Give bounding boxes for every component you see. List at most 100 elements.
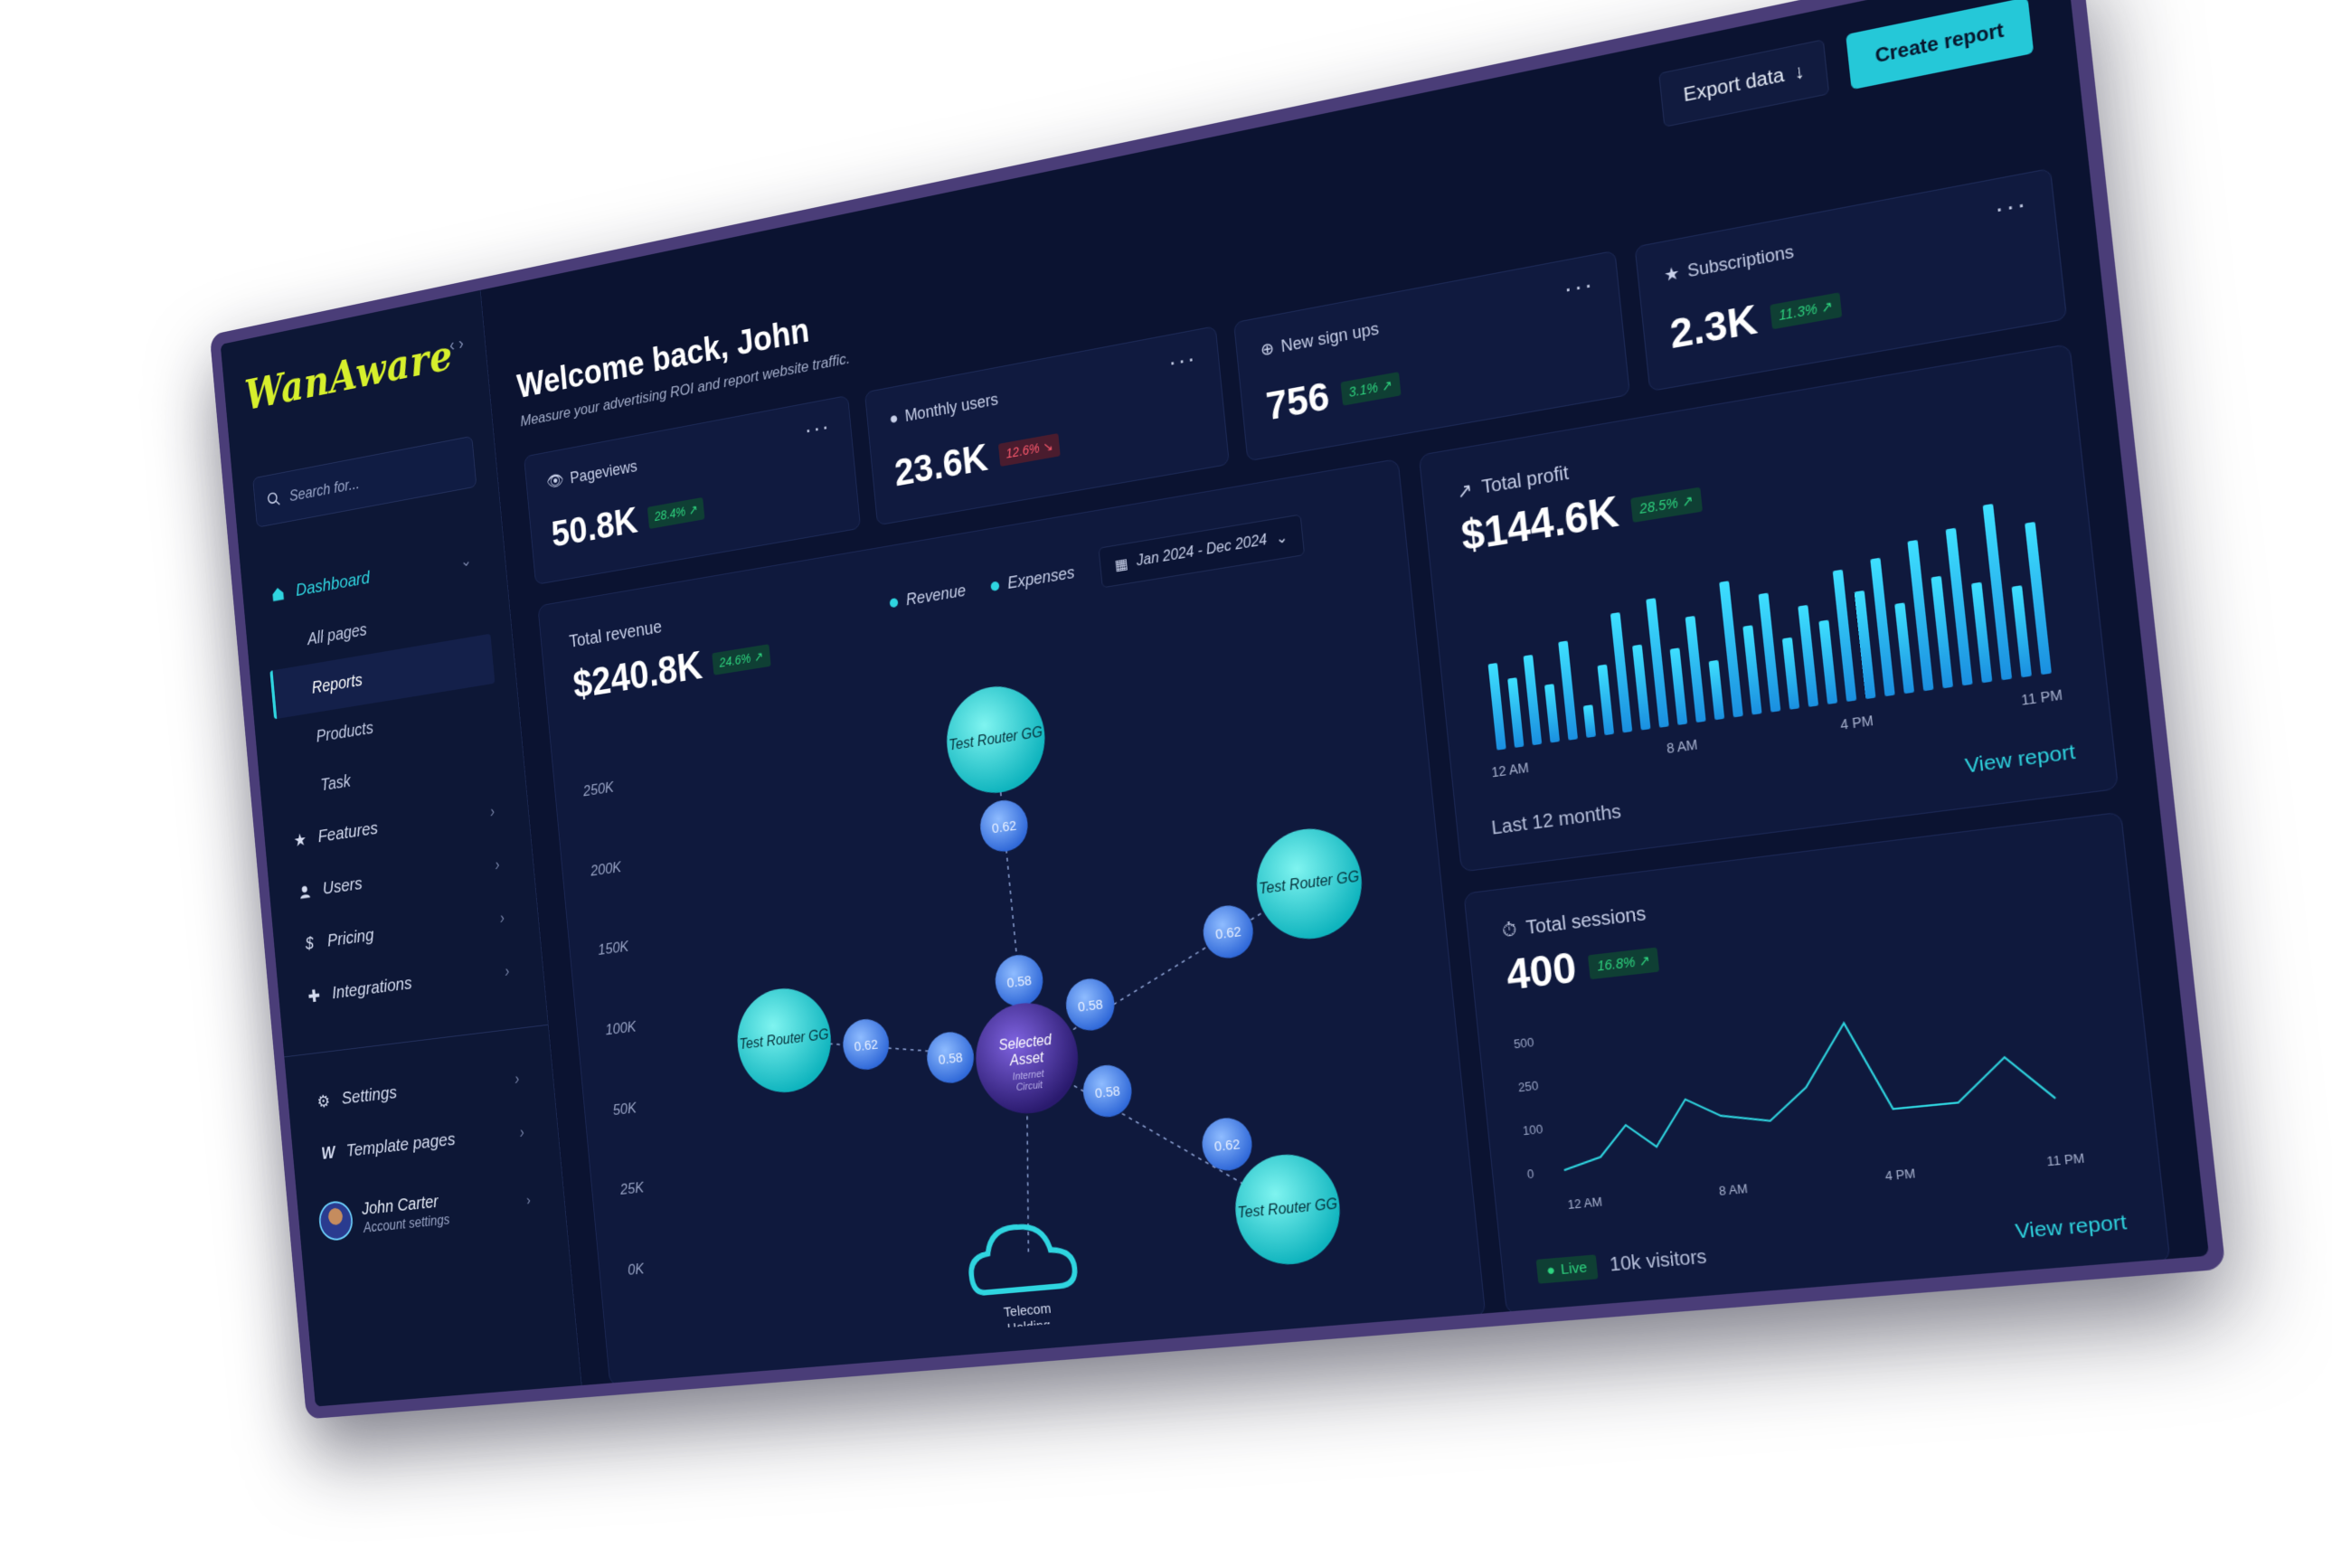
total-profit-card: ↗ Total profit $144.6K 28.5% ↗ 12 AM 8 A… <box>1419 344 2120 873</box>
profit-bar <box>1544 684 1560 742</box>
more-options-icon[interactable]: ··· <box>1563 269 1596 305</box>
stat-label: Subscriptions <box>1686 241 1795 281</box>
view-report-link[interactable]: View report <box>1964 741 2077 779</box>
chevron-right-icon: › <box>525 1194 531 1210</box>
search-icon <box>266 488 282 509</box>
sidebar-item-label: Template pages <box>345 1129 456 1162</box>
search-input[interactable] <box>288 455 462 505</box>
profit-bar <box>1632 645 1650 731</box>
total-sessions-card: ⏱ Total sessions 400 16.8% ↗ 500 250 100… <box>1463 812 2170 1315</box>
x-tick: 4 PM <box>1839 713 1874 733</box>
svg-text:0.58: 0.58 <box>1094 1084 1120 1102</box>
selected-asset-node[interactable]: Selected Asset Internet Circuit <box>971 997 1083 1119</box>
gear-icon: ⚙ <box>315 1091 332 1111</box>
period-label: Last 12 months <box>1490 800 1622 839</box>
svg-text:0.62: 0.62 <box>1214 924 1242 942</box>
profit-bar <box>1782 638 1799 710</box>
user-account[interactable]: John Carter Account settings › <box>317 1180 544 1242</box>
profit-bar <box>1818 619 1837 704</box>
profit-bar <box>1798 605 1818 707</box>
chevron-right-icon: › <box>519 1123 525 1142</box>
router-node[interactable]: Test Router GG <box>1231 1150 1345 1269</box>
profit-bar <box>1742 625 1761 714</box>
profit-bar <box>1855 590 1876 699</box>
router-node[interactable]: Test Router GG <box>733 983 836 1097</box>
svg-text:0: 0 <box>1526 1167 1534 1182</box>
profit-bar <box>1759 593 1781 713</box>
home-icon <box>269 583 287 604</box>
legend-expenses: Expenses <box>990 562 1076 595</box>
stat-card-pageviews: 👁 Pageviews ··· 50.8K 28.4% ↗ <box>524 395 861 585</box>
y-tick: 150K <box>598 938 630 959</box>
profit-bar <box>1610 612 1632 732</box>
profit-bar <box>1524 655 1543 745</box>
more-options-icon[interactable]: ··· <box>1167 344 1198 377</box>
y-tick: 50K <box>612 1098 645 1119</box>
chevron-right-icon: › <box>489 802 496 821</box>
logo: WanAware <box>243 328 467 420</box>
chevron-down-icon: ⌄ <box>1275 528 1289 549</box>
profit-bar <box>1488 663 1506 751</box>
search-box[interactable] <box>252 436 477 528</box>
svg-text:0.62: 0.62 <box>854 1037 879 1054</box>
link-value-node: 0.58 <box>1063 976 1117 1033</box>
profit-bar <box>1833 570 1857 702</box>
device-frame: WanAware ‹ › Dashboard ⌄ All pages Repor… <box>210 0 2226 1419</box>
stat-value: 756 <box>1264 373 1331 430</box>
more-options-icon[interactable]: ··· <box>1993 188 2029 225</box>
profit-bar <box>1971 582 1992 684</box>
sidebar-nav: Dashboard ⌄ All pages Reports Products T… <box>260 531 524 1024</box>
sessions-line-chart: 500 250 100 0 12 AM 8 AM 4 PM 11 PM <box>1512 965 2120 1222</box>
svg-text:11 PM: 11 PM <box>2046 1151 2085 1169</box>
change-badge: 28.5% ↗ <box>1630 486 1702 522</box>
dollar-icon: $ <box>301 933 318 954</box>
link-value-node: 0.62 <box>978 798 1031 855</box>
svg-text:100: 100 <box>1522 1122 1544 1138</box>
link-value-node: 0.62 <box>1201 902 1255 960</box>
view-report-link[interactable]: View report <box>2014 1210 2128 1243</box>
svg-text:0.58: 0.58 <box>1077 997 1103 1015</box>
profit-bar <box>1597 665 1614 736</box>
y-tick: 25K <box>619 1178 652 1199</box>
right-column: ↗ Total profit $144.6K 28.5% ↗ 12 AM 8 A… <box>1419 344 2171 1315</box>
svg-text:Holding: Holding <box>1006 1318 1051 1337</box>
revenue-y-axis: 250K 200K 150K 100K 50K 25K 0K <box>582 779 659 1280</box>
template-icon: W <box>319 1143 336 1163</box>
profit-bar <box>1931 576 1953 688</box>
sidebar-item-label: Features <box>317 818 379 847</box>
user-icon: ● <box>889 409 900 430</box>
more-options-icon[interactable]: ··· <box>803 412 831 445</box>
sidebar-item-label: Pricing <box>326 925 374 951</box>
timer-icon: ⏱ <box>1501 919 1518 942</box>
network-graph: Test Router GG Test Router GG Test Route… <box>650 593 1535 1352</box>
profit-bar <box>1685 616 1706 723</box>
collapse-sidebar-icon[interactable]: ‹ › <box>448 334 464 356</box>
link-value-node: 0.58 <box>993 952 1045 1009</box>
sessions-footer: ● Live 10k visitors View report <box>1536 1210 2129 1284</box>
chevron-down-icon: ⌄ <box>459 551 472 571</box>
visitors-count: 10k visitors <box>1609 1246 1708 1277</box>
router-node[interactable]: Test Router GG <box>1251 823 1366 945</box>
svg-text:0.58: 0.58 <box>938 1051 963 1068</box>
profit-bar <box>1719 581 1743 717</box>
profit-bar <box>1507 677 1524 748</box>
router-node[interactable]: Test Router GG <box>942 680 1050 799</box>
cloud-icon[interactable]: Telecom Holding <box>968 1222 1081 1339</box>
puzzle-icon: ✚ <box>306 986 323 1006</box>
stat-value: 50.8K <box>550 499 639 556</box>
eye-icon: 👁 <box>546 471 565 493</box>
revenue-value: $240.8K <box>571 644 704 708</box>
sessions-title: Total sessions <box>1525 903 1648 940</box>
profit-bar <box>1646 598 1669 728</box>
svg-text:0.62: 0.62 <box>1213 1138 1241 1156</box>
trend-icon: ↗ <box>1456 477 1474 504</box>
dashboard-screen: WanAware ‹ › Dashboard ⌄ All pages Repor… <box>221 0 2209 1406</box>
profit-bar-chart <box>1469 519 2067 751</box>
svg-text:Telecom: Telecom <box>1003 1301 1052 1320</box>
profit-title: Total profit <box>1481 463 1570 499</box>
chevron-right-icon: › <box>514 1070 520 1089</box>
sessions-value: 400 <box>1505 944 1579 1000</box>
sidebar-item-label: Settings <box>341 1082 398 1110</box>
arrow-down-icon: ↓ <box>1793 60 1806 84</box>
